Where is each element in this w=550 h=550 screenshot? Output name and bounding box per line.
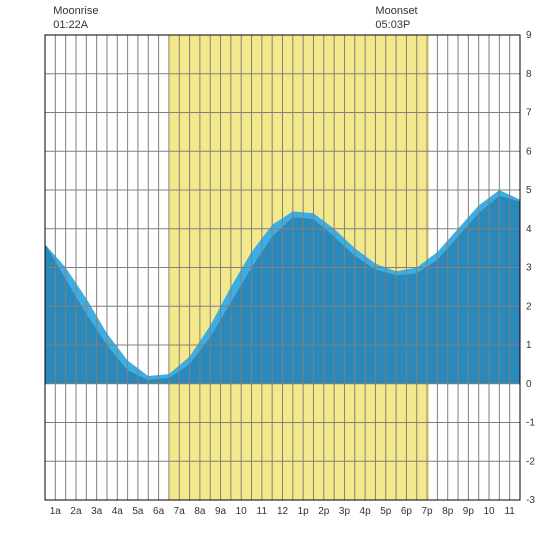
svg-text:11: 11: [257, 506, 268, 517]
svg-text:5: 5: [526, 185, 532, 196]
svg-text:6: 6: [526, 146, 532, 157]
svg-text:5p: 5p: [380, 506, 392, 517]
moonrise-time: 01:22A: [53, 18, 98, 32]
svg-text:6a: 6a: [153, 506, 165, 517]
svg-text:3a: 3a: [91, 506, 103, 517]
svg-text:1a: 1a: [50, 506, 62, 517]
svg-text:6p: 6p: [401, 506, 413, 517]
svg-text:3p: 3p: [339, 506, 351, 517]
svg-text:7: 7: [526, 108, 532, 119]
svg-text:4: 4: [526, 224, 532, 235]
svg-text:10: 10: [483, 506, 495, 517]
chart-svg: 1a2a3a4a5a6a7a8a9a1011121p2p3p4p5p6p7p8p…: [0, 0, 550, 550]
svg-text:2p: 2p: [318, 506, 330, 517]
svg-text:-2: -2: [526, 456, 535, 467]
moonset-title: Moonset: [375, 4, 417, 18]
svg-text:12: 12: [277, 506, 289, 517]
svg-text:4p: 4p: [360, 506, 372, 517]
svg-text:0: 0: [526, 379, 532, 390]
svg-text:-1: -1: [526, 418, 535, 429]
svg-text:10: 10: [236, 506, 248, 517]
moonrise-label: Moonrise 01:22A: [53, 4, 98, 33]
svg-text:9: 9: [526, 30, 532, 41]
moonset-label: Moonset 05:03P: [375, 4, 417, 33]
svg-text:8p: 8p: [442, 506, 454, 517]
tide-chart: 1a2a3a4a5a6a7a8a9a1011121p2p3p4p5p6p7p8p…: [0, 0, 550, 550]
svg-text:2a: 2a: [70, 506, 82, 517]
moonset-time: 05:03P: [375, 18, 417, 32]
moonrise-title: Moonrise: [53, 4, 98, 18]
svg-text:-3: -3: [526, 495, 535, 506]
svg-text:2: 2: [526, 301, 532, 312]
svg-text:4a: 4a: [112, 506, 124, 517]
svg-text:8a: 8a: [194, 506, 206, 517]
svg-text:7p: 7p: [422, 506, 434, 517]
svg-text:11: 11: [504, 506, 515, 517]
svg-text:9a: 9a: [215, 506, 227, 517]
svg-text:8: 8: [526, 69, 532, 80]
svg-text:7a: 7a: [174, 506, 186, 517]
svg-text:1p: 1p: [298, 506, 310, 517]
svg-text:3: 3: [526, 263, 532, 274]
svg-text:9p: 9p: [463, 506, 475, 517]
svg-text:1: 1: [526, 340, 532, 351]
svg-text:5a: 5a: [132, 506, 144, 517]
